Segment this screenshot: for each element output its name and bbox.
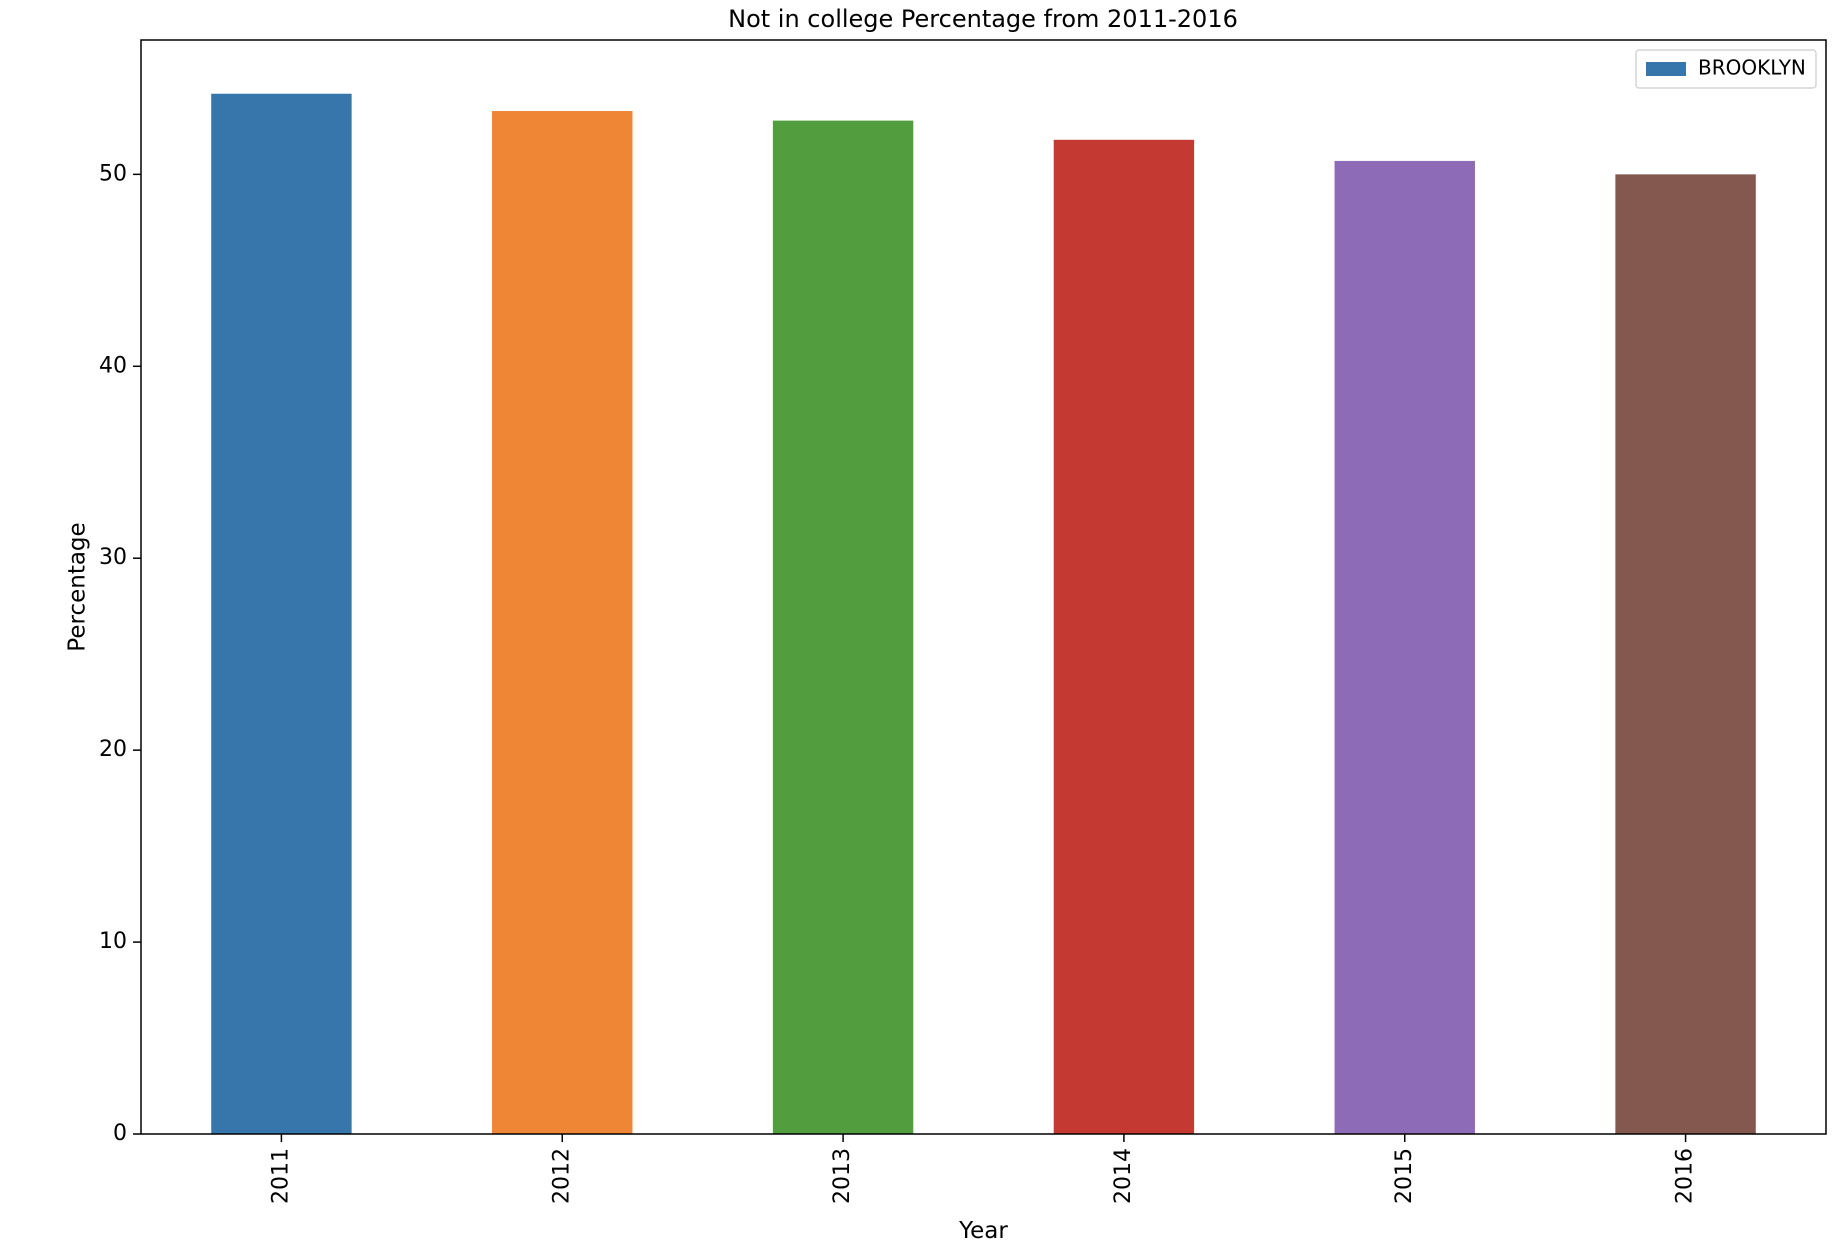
x-tick-label-2012: 2012 xyxy=(549,1148,574,1204)
x-axis-label: Year xyxy=(958,1218,1008,1244)
x-tick-label-2015: 2015 xyxy=(1392,1148,1417,1204)
x-tick-label-2011: 2011 xyxy=(268,1148,293,1204)
legend-label-brooklyn: BROOKLYN xyxy=(1698,56,1806,80)
legend-box xyxy=(1635,49,1817,89)
y-tick-label-0: 0 xyxy=(113,1121,127,1146)
y-tick-label-10: 10 xyxy=(99,929,127,954)
chart-title: Not in college Percentage from 2011-2016 xyxy=(728,5,1238,33)
bar-2012 xyxy=(492,111,633,1134)
bar-2015 xyxy=(1334,160,1475,1135)
y-axis-label: Percentage xyxy=(65,522,91,651)
bar-2013 xyxy=(772,120,914,1134)
x-tick-label-2013: 2013 xyxy=(830,1148,855,1204)
bar-2011 xyxy=(211,93,352,1134)
bars-group xyxy=(211,93,1756,1135)
y-tick-label-20: 20 xyxy=(99,737,127,762)
bar-2016 xyxy=(1615,174,1756,1134)
y-tick-label-30: 30 xyxy=(99,545,127,570)
legend: BROOKLYN xyxy=(1635,49,1817,89)
ticks-group: 2011 2012 2013 2014 2015 2016 0 10 20 30 40 50 xyxy=(99,161,1698,1204)
y-tick-label-40: 40 xyxy=(99,353,127,378)
x-tick-label-2016: 2016 xyxy=(1673,1148,1698,1204)
x-tick-label-2014: 2014 xyxy=(1111,1148,1136,1204)
plot-frame xyxy=(140,39,1827,1135)
bar-2014 xyxy=(1053,139,1195,1134)
y-tick-label-50: 50 xyxy=(99,161,127,186)
legend-swatch xyxy=(1646,62,1686,76)
